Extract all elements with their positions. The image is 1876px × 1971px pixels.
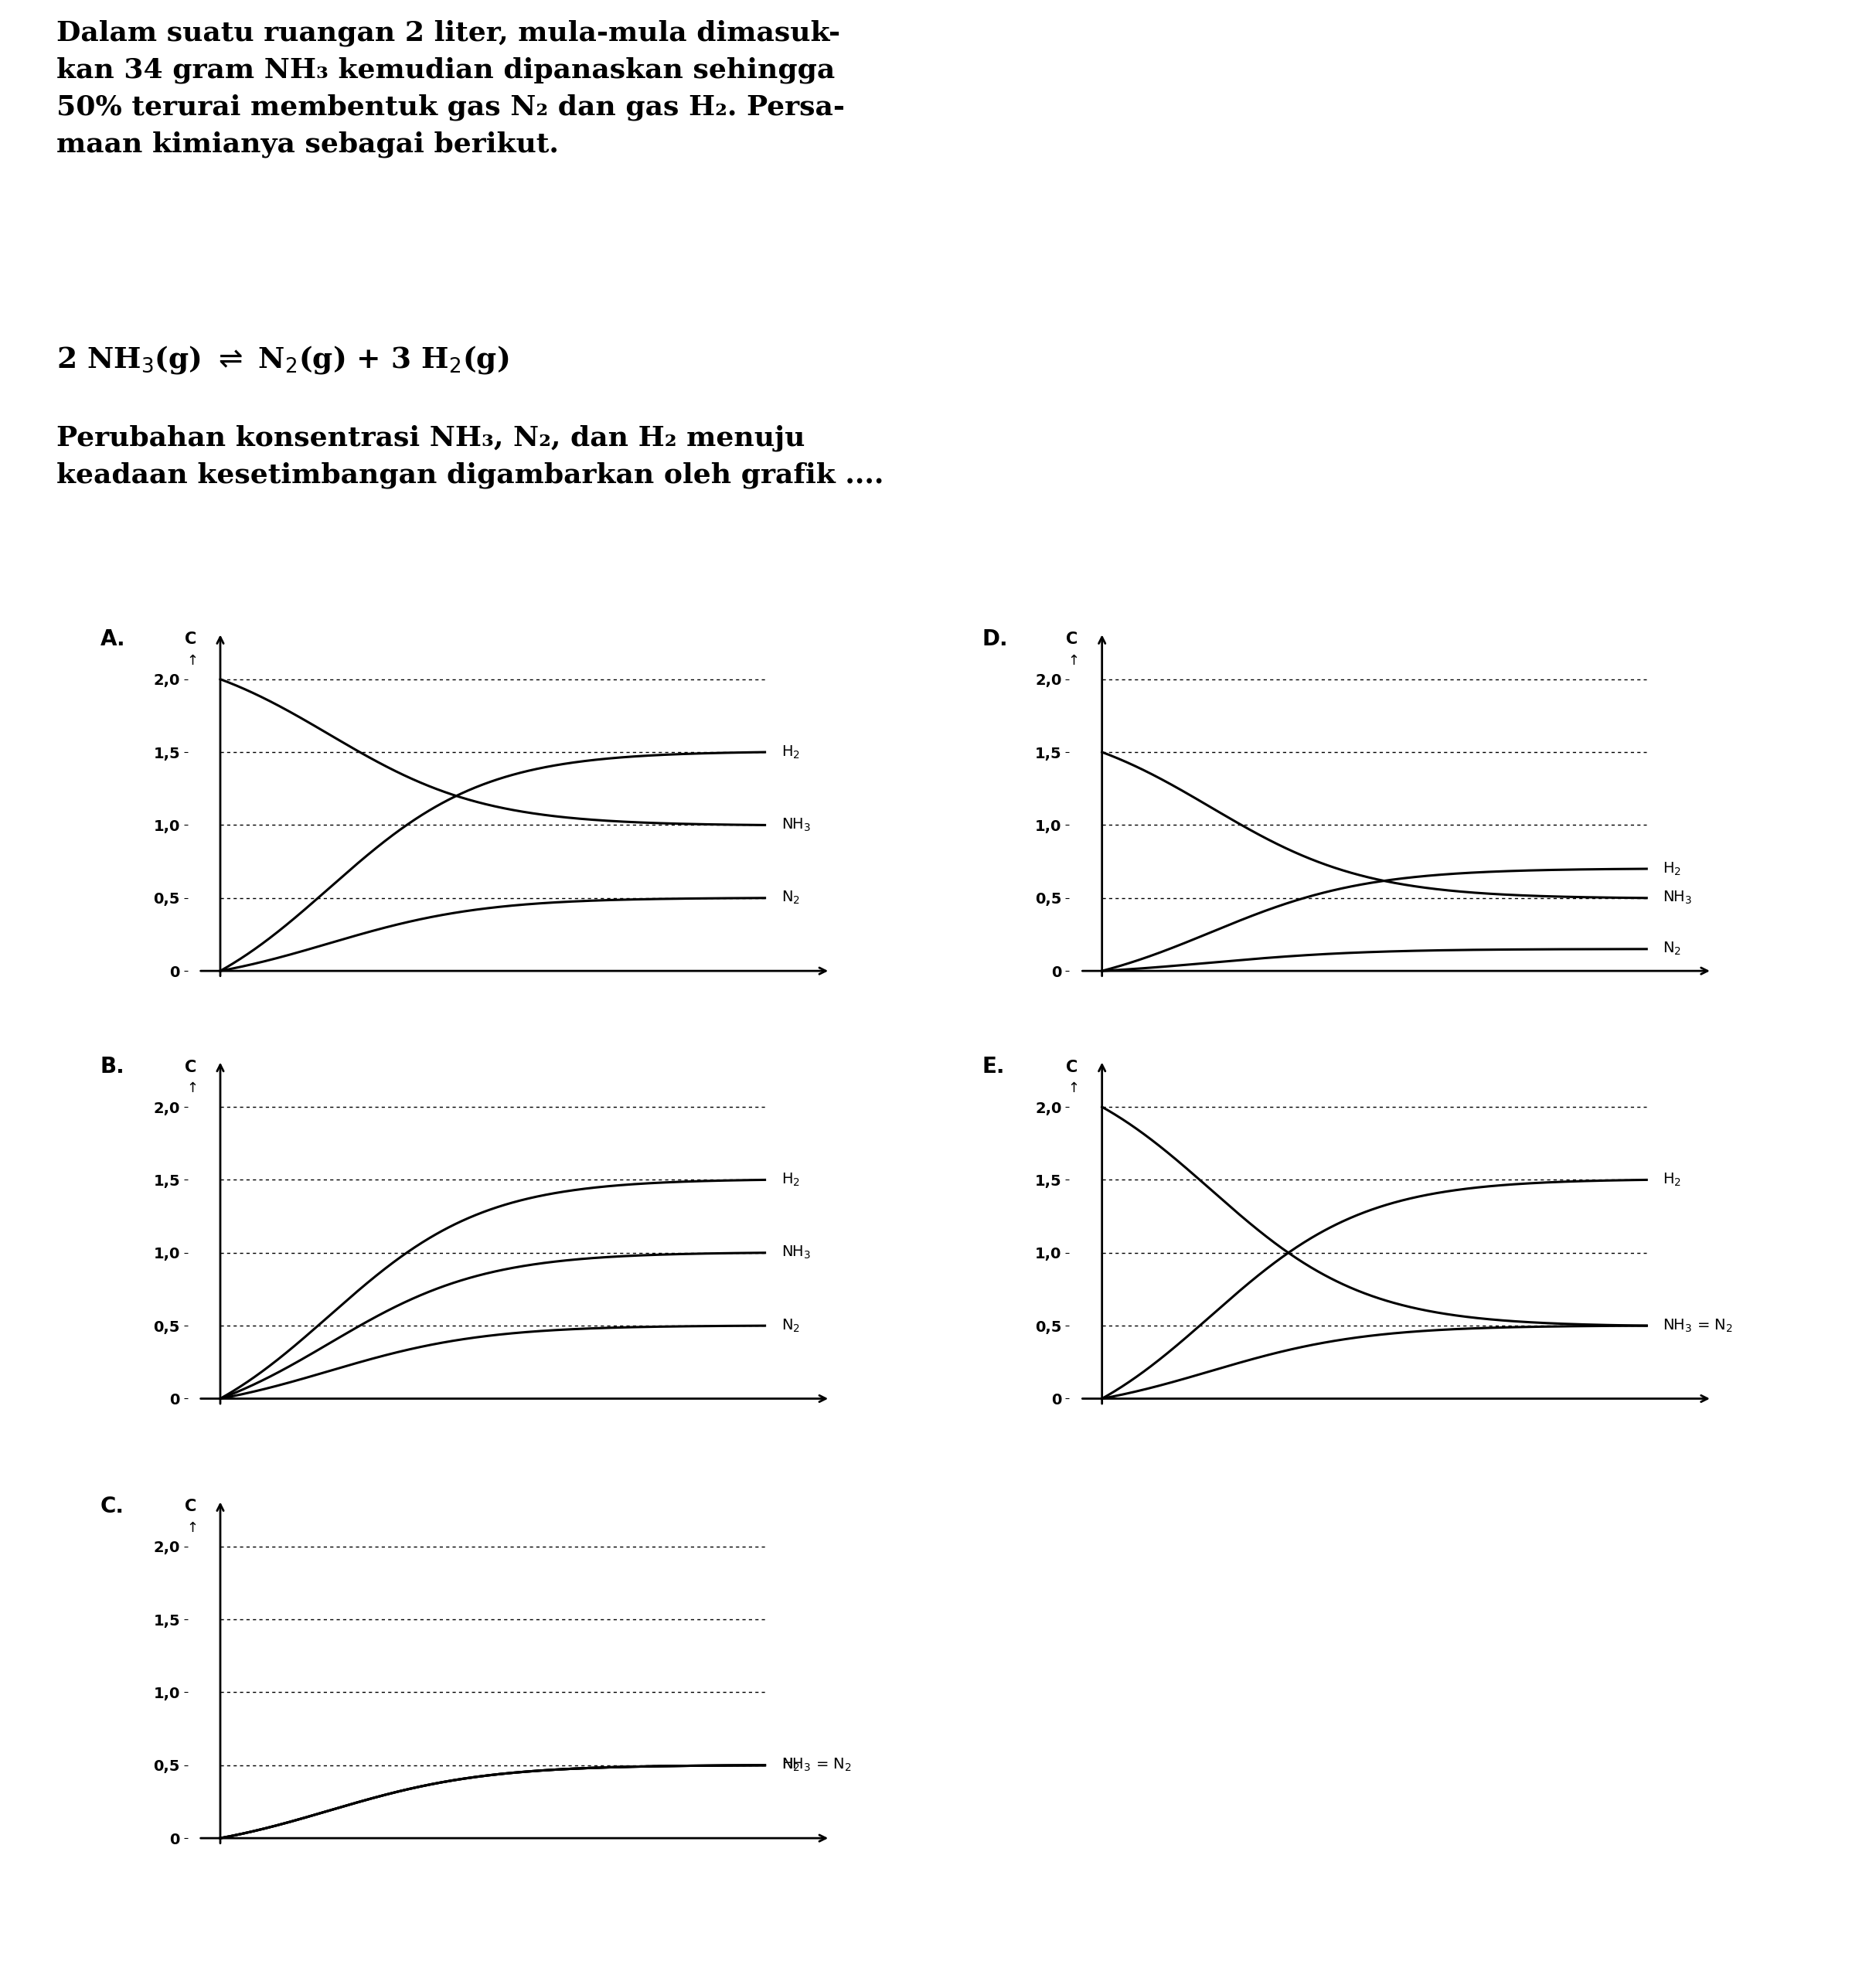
Text: A.: A.	[101, 629, 126, 650]
Text: H$_2$: H$_2$	[1662, 861, 1681, 877]
Text: H$_2$: H$_2$	[780, 1171, 799, 1189]
Text: C: C	[184, 1058, 197, 1074]
Text: $\uparrow$: $\uparrow$	[184, 654, 197, 668]
Text: NH$_3$: NH$_3$	[1662, 889, 1692, 907]
Text: NH$_3$: NH$_3$	[780, 1244, 810, 1261]
Text: D.: D.	[983, 629, 1007, 650]
Text: $\uparrow$: $\uparrow$	[184, 1082, 197, 1096]
Text: H$_2$: H$_2$	[780, 1756, 799, 1774]
Text: H$_2$: H$_2$	[780, 743, 799, 761]
Text: N$_2$: N$_2$	[1662, 940, 1681, 958]
Text: N$_2$: N$_2$	[780, 1317, 799, 1334]
Text: N$_2$: N$_2$	[780, 889, 799, 907]
Text: E.: E.	[983, 1056, 1006, 1078]
Text: C.: C.	[101, 1496, 124, 1518]
Text: NH$_3$ = N$_2$: NH$_3$ = N$_2$	[1662, 1317, 1733, 1334]
Text: Dalam suatu ruangan 2 liter, mula-mula dimasuk-
kan 34 gram NH₃ kemudian dipanas: Dalam suatu ruangan 2 liter, mula-mula d…	[56, 20, 844, 158]
Text: NH$_3$: NH$_3$	[780, 816, 810, 834]
Text: Perubahan konsentrasi NH₃, N₂, dan H₂ menuju
keadaan kesetimbangan digambarkan o: Perubahan konsentrasi NH₃, N₂, dan H₂ me…	[56, 426, 884, 489]
Text: C: C	[1066, 631, 1079, 646]
Text: C: C	[184, 631, 197, 646]
Text: $\uparrow$: $\uparrow$	[1066, 1082, 1079, 1096]
Text: $\uparrow$: $\uparrow$	[1066, 654, 1079, 668]
Text: $\uparrow$: $\uparrow$	[184, 1522, 197, 1535]
Text: NH$_3$ = N$_2$: NH$_3$ = N$_2$	[780, 1756, 852, 1774]
Text: 2 NH$_3$(g) $\rightleftharpoons$ N$_2$(g) + 3 H$_2$(g): 2 NH$_3$(g) $\rightleftharpoons$ N$_2$(g…	[56, 343, 508, 376]
Text: H$_2$: H$_2$	[1662, 1171, 1681, 1189]
Text: B.: B.	[101, 1056, 126, 1078]
Text: C: C	[1066, 1058, 1079, 1074]
Text: C: C	[184, 1498, 197, 1514]
